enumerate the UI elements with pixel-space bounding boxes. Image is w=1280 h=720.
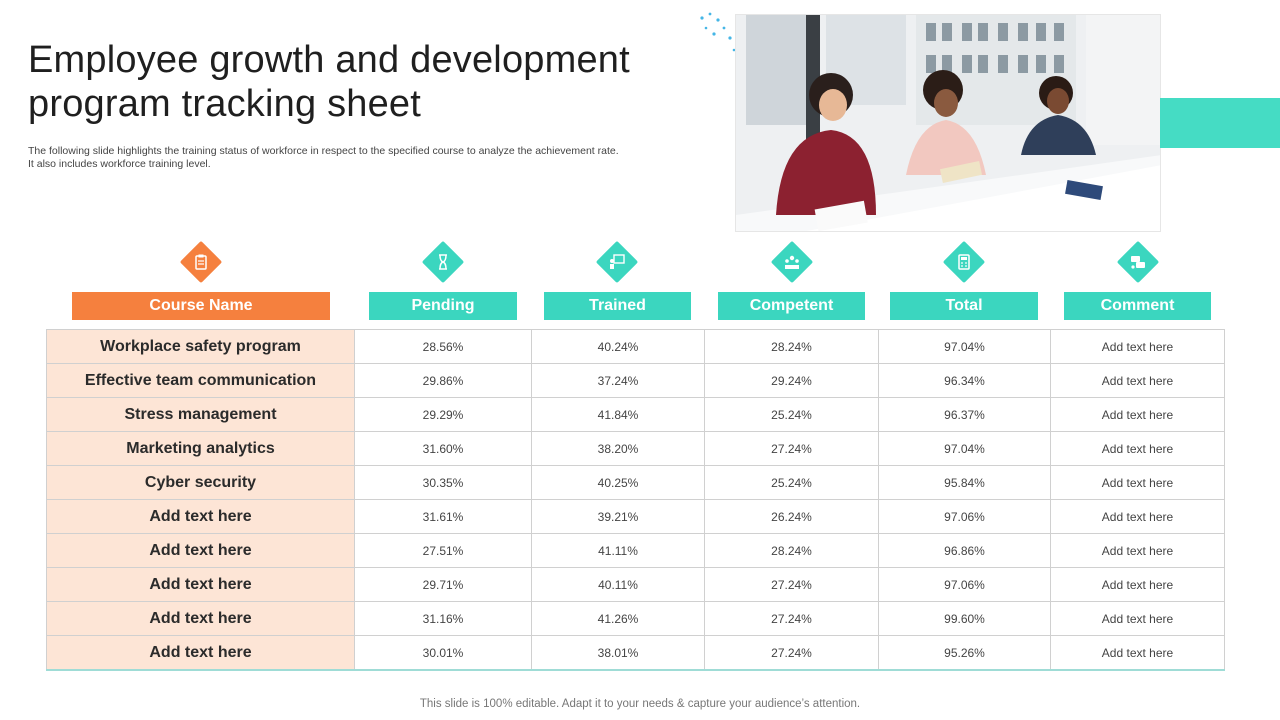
total-cell: 99.60% xyxy=(878,601,1051,636)
tracking-table: Workplace safety program 28.56% 40.24% 2… xyxy=(46,329,1225,671)
pending-cell: 29.29% xyxy=(354,397,532,432)
course-name-cell: Effective team communication xyxy=(46,363,355,398)
competent-cell: 25.24% xyxy=(704,397,879,432)
accent-bar xyxy=(1160,98,1280,148)
course-name-cell: Cyber security xyxy=(46,465,355,500)
page-title: Employee growth and development program … xyxy=(28,39,630,125)
trained-cell: 40.25% xyxy=(531,465,705,500)
table-row: Add text here 29.71% 40.11% 27.24% 97.06… xyxy=(46,567,1225,602)
course-name-cell: Add text here xyxy=(46,499,355,534)
table-row: Add text here 27.51% 41.11% 28.24% 96.86… xyxy=(46,533,1225,568)
table-row: Effective team communication 29.86% 37.2… xyxy=(46,363,1225,398)
total-cell: 97.06% xyxy=(878,567,1051,602)
column-header-total: Total xyxy=(890,292,1038,320)
total-cell: 97.04% xyxy=(878,431,1051,466)
hourglass-icon xyxy=(421,240,465,284)
comment-cell: Add text here xyxy=(1050,431,1225,466)
course-name-cell: Marketing analytics xyxy=(46,431,355,466)
trained-cell: 40.24% xyxy=(531,329,705,364)
calculator-icon xyxy=(942,240,986,284)
pending-cell: 30.35% xyxy=(354,465,532,500)
subtitle-line-1: The following slide highlights the train… xyxy=(28,145,619,157)
pending-cell: 29.71% xyxy=(354,567,532,602)
comment-cell: Add text here xyxy=(1050,465,1225,500)
competent-cell: 26.24% xyxy=(704,499,879,534)
trained-cell: 41.84% xyxy=(531,397,705,432)
trained-cell: 38.20% xyxy=(531,431,705,466)
trained-cell: 37.24% xyxy=(531,363,705,398)
total-cell: 96.34% xyxy=(878,363,1051,398)
total-cell: 95.84% xyxy=(878,465,1051,500)
competent-cell: 27.24% xyxy=(704,431,879,466)
pending-cell: 31.61% xyxy=(354,499,532,534)
course-name-cell: Add text here xyxy=(46,567,355,602)
table-row: Add text here 30.01% 38.01% 27.24% 95.26… xyxy=(46,635,1225,671)
table-row: Marketing analytics 31.60% 38.20% 27.24%… xyxy=(46,431,1225,466)
course-name-cell: Add text here xyxy=(46,533,355,568)
subtitle-line-2: It also includes workforce training leve… xyxy=(28,158,211,170)
total-cell: 97.06% xyxy=(878,499,1051,534)
total-cell: 95.26% xyxy=(878,635,1051,671)
trained-cell: 40.11% xyxy=(531,567,705,602)
chat-icon xyxy=(1116,240,1160,284)
trained-cell: 38.01% xyxy=(531,635,705,671)
footer-note: This slide is 100% editable. Adapt it to… xyxy=(419,698,861,710)
trained-cell: 41.26% xyxy=(531,601,705,636)
column-header-trained: Trained xyxy=(544,292,691,320)
column-header-course-name: Course Name xyxy=(72,292,330,320)
course-name-cell: Stress management xyxy=(46,397,355,432)
column-header-competent: Competent xyxy=(718,292,865,320)
column-header-pending: Pending xyxy=(369,292,517,320)
pending-cell: 30.01% xyxy=(354,635,532,671)
comment-cell: Add text here xyxy=(1050,567,1225,602)
page-subtitle: The following slide highlights the train… xyxy=(28,145,718,171)
comment-cell: Add text here xyxy=(1050,635,1225,671)
course-name-cell: Workplace safety program xyxy=(46,329,355,364)
competent-cell: 25.24% xyxy=(704,465,879,500)
presentation-icon xyxy=(595,240,639,284)
comment-cell: Add text here xyxy=(1050,601,1225,636)
column-header-comment: Comment xyxy=(1064,292,1211,320)
total-cell: 96.37% xyxy=(878,397,1051,432)
pending-cell: 27.51% xyxy=(354,533,532,568)
course-name-cell: Add text here xyxy=(46,635,355,671)
table-row: Stress management 29.29% 41.84% 25.24% 9… xyxy=(46,397,1225,432)
table-row: Add text here 31.16% 41.26% 27.24% 99.60… xyxy=(46,601,1225,636)
trained-cell: 39.21% xyxy=(531,499,705,534)
competent-cell: 27.24% xyxy=(704,635,879,671)
meeting-photo xyxy=(735,14,1161,232)
competent-cell: 27.24% xyxy=(704,567,879,602)
competent-cell: 28.24% xyxy=(704,329,879,364)
trained-cell: 41.11% xyxy=(531,533,705,568)
comment-cell: Add text here xyxy=(1050,533,1225,568)
comment-cell: Add text here xyxy=(1050,329,1225,364)
competent-cell: 29.24% xyxy=(704,363,879,398)
pending-cell: 31.60% xyxy=(354,431,532,466)
competent-cell: 28.24% xyxy=(704,533,879,568)
clipboard-icon xyxy=(179,240,223,284)
table-row: Workplace safety program 28.56% 40.24% 2… xyxy=(46,329,1225,364)
course-name-cell: Add text here xyxy=(46,601,355,636)
competent-cell: 27.24% xyxy=(704,601,879,636)
team-icon xyxy=(770,240,814,284)
pending-cell: 31.16% xyxy=(354,601,532,636)
comment-cell: Add text here xyxy=(1050,397,1225,432)
comment-cell: Add text here xyxy=(1050,363,1225,398)
total-cell: 97.04% xyxy=(878,329,1051,364)
total-cell: 96.86% xyxy=(878,533,1051,568)
comment-cell: Add text here xyxy=(1050,499,1225,534)
pending-cell: 28.56% xyxy=(354,329,532,364)
pending-cell: 29.86% xyxy=(354,363,532,398)
table-row: Add text here 31.61% 39.21% 26.24% 97.06… xyxy=(46,499,1225,534)
table-row: Cyber security 30.35% 40.25% 25.24% 95.8… xyxy=(46,465,1225,500)
